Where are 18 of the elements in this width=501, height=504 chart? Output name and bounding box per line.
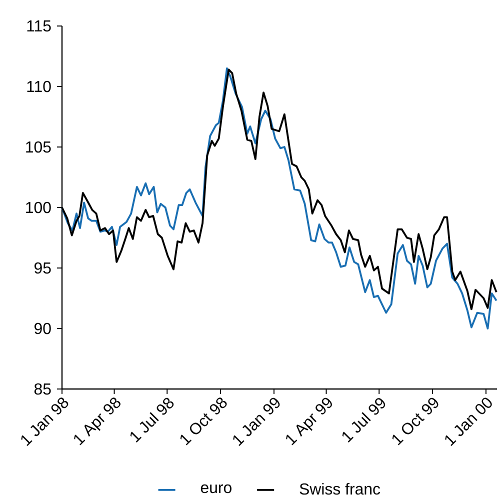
- x-tick-label: 1 Apr 99: [286, 398, 332, 446]
- y-tick-label: 110: [27, 80, 51, 92]
- x-tick-label: 1 Oct 98: [180, 398, 227, 446]
- y-tick-label: 95: [34, 262, 51, 274]
- x-tick-label: 1 Jan 98: [21, 398, 68, 446]
- y-tick-label: 105: [26, 141, 51, 153]
- x-tick-label: 1 Jul 99: [342, 398, 386, 442]
- y-tick-label: 115: [27, 20, 51, 32]
- x-tick-label: 1 Jan 99: [233, 398, 280, 446]
- y-tick-label: 90: [34, 322, 51, 334]
- y-tick-label: 85: [34, 383, 51, 395]
- x-tick-label: 1 Oct 99: [392, 398, 438, 446]
- x-tick-label: 1 Jan 00: [445, 398, 492, 446]
- legend-label: euro: [200, 484, 232, 494]
- legend-label: Swiss franc: [300, 482, 380, 495]
- x-tick-label: 1 Jul 98: [130, 398, 174, 442]
- y-tick-label: 100: [26, 202, 51, 214]
- x-tick-label: 1 Apr 98: [74, 398, 120, 446]
